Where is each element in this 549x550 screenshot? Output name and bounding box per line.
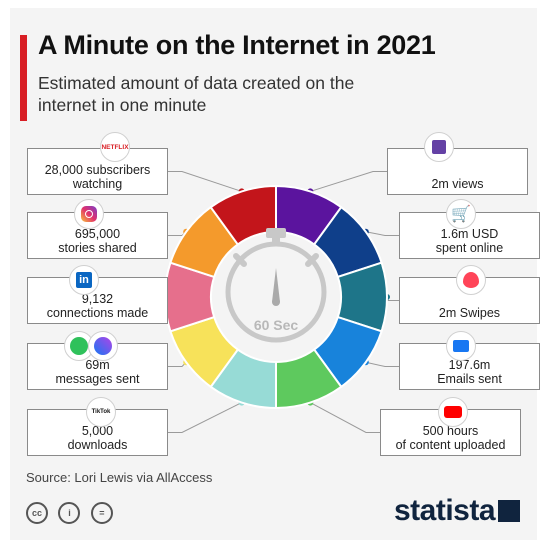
callout-label: 2m Swipes [438, 306, 501, 320]
connector-line [365, 231, 399, 236]
callout-twitch: 2m views [387, 148, 528, 195]
statista-logo-mark [498, 500, 520, 522]
callout-label: 28,000 subscribers watching [44, 163, 151, 191]
license-icons: cc i = [26, 502, 119, 524]
shopping-cart-icon: 🛒 [446, 199, 476, 229]
callout-label: 197.6m Emails sent [437, 358, 502, 386]
center-label: 60 Sec [254, 317, 299, 333]
youtube-icon [438, 397, 468, 427]
twitch-icon [424, 132, 454, 162]
connector-line [310, 171, 387, 192]
statista-logo: statista [394, 494, 496, 527]
donut-slices [164, 184, 388, 410]
chart-title: A Minute on the Internet in 2021 [38, 30, 436, 60]
chart-subtitle: Estimated amount of data created on the … [38, 73, 355, 115]
source-note: Source: Lori Lewis via AllAccess [26, 470, 213, 485]
callout-online-shopping: 1.6m USD spent online [399, 212, 540, 259]
email-icon [446, 331, 476, 361]
callout-label: 5,000 downloads [67, 424, 128, 452]
callout-label: 695,000 stories shared [58, 227, 137, 255]
whatsapp-icon [64, 331, 94, 361]
connector-line [365, 361, 399, 367]
netflix-icon: NETFLIX [100, 132, 130, 162]
tinder-icon [456, 265, 486, 295]
stopwatch-icon: 60 Sec [225, 228, 327, 343]
callout-label: 500 hours of content uploaded [395, 424, 506, 452]
cc-icon: cc [26, 502, 48, 524]
callout-tiktok: 5,000 downloads [27, 409, 168, 456]
no-derivatives-icon: = [90, 502, 113, 524]
tiktok-icon: TikTok [86, 397, 116, 427]
callout-netflix: 28,000 subscribers watching [27, 148, 168, 195]
callout-label: 69m messages sent [55, 358, 140, 386]
linkedin-icon: in [69, 265, 99, 295]
connector-line [168, 402, 242, 433]
callout-label: 9,132 connections made [46, 292, 149, 320]
instagram-icon [74, 199, 104, 229]
title-accent-bar [20, 35, 27, 121]
callout-label: 1.6m USD spent online [435, 227, 504, 255]
attribution-icon: i [58, 502, 81, 524]
connector-line [168, 171, 242, 192]
callout-instagram: 695,000 stories shared [27, 212, 168, 259]
donut-slice-netflix [209, 184, 277, 246]
messenger-icon [88, 331, 118, 361]
callout-linkedin: 9,132 connections made [27, 277, 168, 324]
callout-label: 2m views [431, 177, 484, 191]
connector-line [310, 402, 380, 433]
